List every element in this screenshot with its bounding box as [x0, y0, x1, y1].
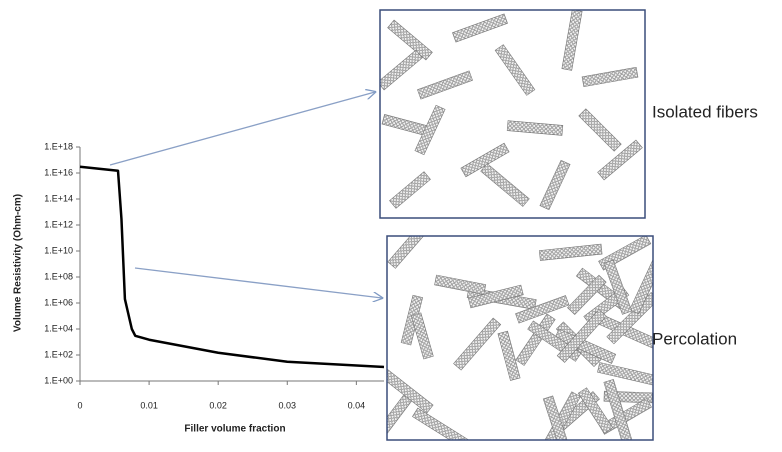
inset-frame — [386, 235, 654, 441]
fiber — [597, 139, 643, 181]
y-tick-label: 1.E+02 — [44, 349, 73, 359]
fiber — [542, 395, 568, 440]
fiber — [387, 236, 436, 269]
x-tick-label: 0.03 — [279, 400, 297, 410]
fiber — [606, 292, 653, 345]
x-axis-title: Filler volume fraction — [184, 424, 285, 435]
fiber — [597, 362, 653, 387]
fiber — [603, 379, 634, 440]
fiber — [417, 70, 473, 100]
y-tick-label: 1.E+08 — [44, 271, 73, 281]
fiber — [387, 366, 434, 414]
fiber — [452, 13, 508, 43]
fiber — [387, 394, 413, 440]
fiber — [561, 10, 583, 71]
fiber — [578, 108, 622, 152]
annotation: Isolated fibers — [652, 102, 758, 121]
fiber — [497, 330, 521, 381]
fiber — [581, 66, 639, 88]
x-tick-label: 0.04 — [348, 400, 366, 410]
y-tick-label: 1.E+14 — [44, 193, 73, 203]
fiber — [556, 309, 607, 363]
x-tick-label: 0.02 — [209, 400, 227, 410]
fiber — [480, 163, 530, 207]
fiber — [567, 274, 607, 316]
line-series — [79, 165, 385, 369]
fiber — [414, 104, 446, 156]
y-tick-label: 1.E+12 — [44, 219, 73, 229]
fiber — [412, 407, 469, 440]
inset-frame — [379, 9, 646, 219]
fiber — [506, 120, 564, 136]
fiber — [381, 113, 429, 137]
y-tick-label: 1.E+10 — [44, 245, 73, 255]
fiber — [577, 387, 614, 434]
x-tick-label: 0.01 — [140, 400, 158, 410]
y-tick-label: 1.E+16 — [44, 167, 73, 177]
y-axis-title: Volume Resistivity (Ohm-cm) — [13, 194, 24, 332]
fiber — [494, 44, 536, 96]
fiber — [603, 259, 633, 315]
arrow — [134, 267, 382, 298]
fiber — [515, 295, 570, 324]
arrow — [109, 92, 375, 166]
fiber — [538, 243, 603, 261]
fiber — [453, 317, 502, 371]
fiber — [554, 328, 617, 364]
y-tick-label: 1.E+06 — [44, 297, 73, 307]
y-tick-label: 1.E+18 — [44, 141, 73, 151]
fiber — [539, 159, 571, 211]
fiber — [515, 313, 556, 366]
fiber — [468, 284, 524, 309]
fiber — [380, 49, 423, 91]
fiber — [434, 274, 487, 295]
x-tick-label: 0 — [77, 400, 82, 410]
y-tick-label: 1.E+00 — [44, 375, 73, 385]
y-tick-label: 1.E+04 — [44, 323, 73, 333]
fiber — [389, 171, 431, 209]
fiber — [410, 312, 434, 360]
fiber-group — [387, 236, 653, 440]
annotation: Percolation — [652, 329, 737, 348]
fiber — [629, 254, 653, 315]
fiber-group — [380, 10, 643, 211]
fiber — [387, 19, 433, 61]
